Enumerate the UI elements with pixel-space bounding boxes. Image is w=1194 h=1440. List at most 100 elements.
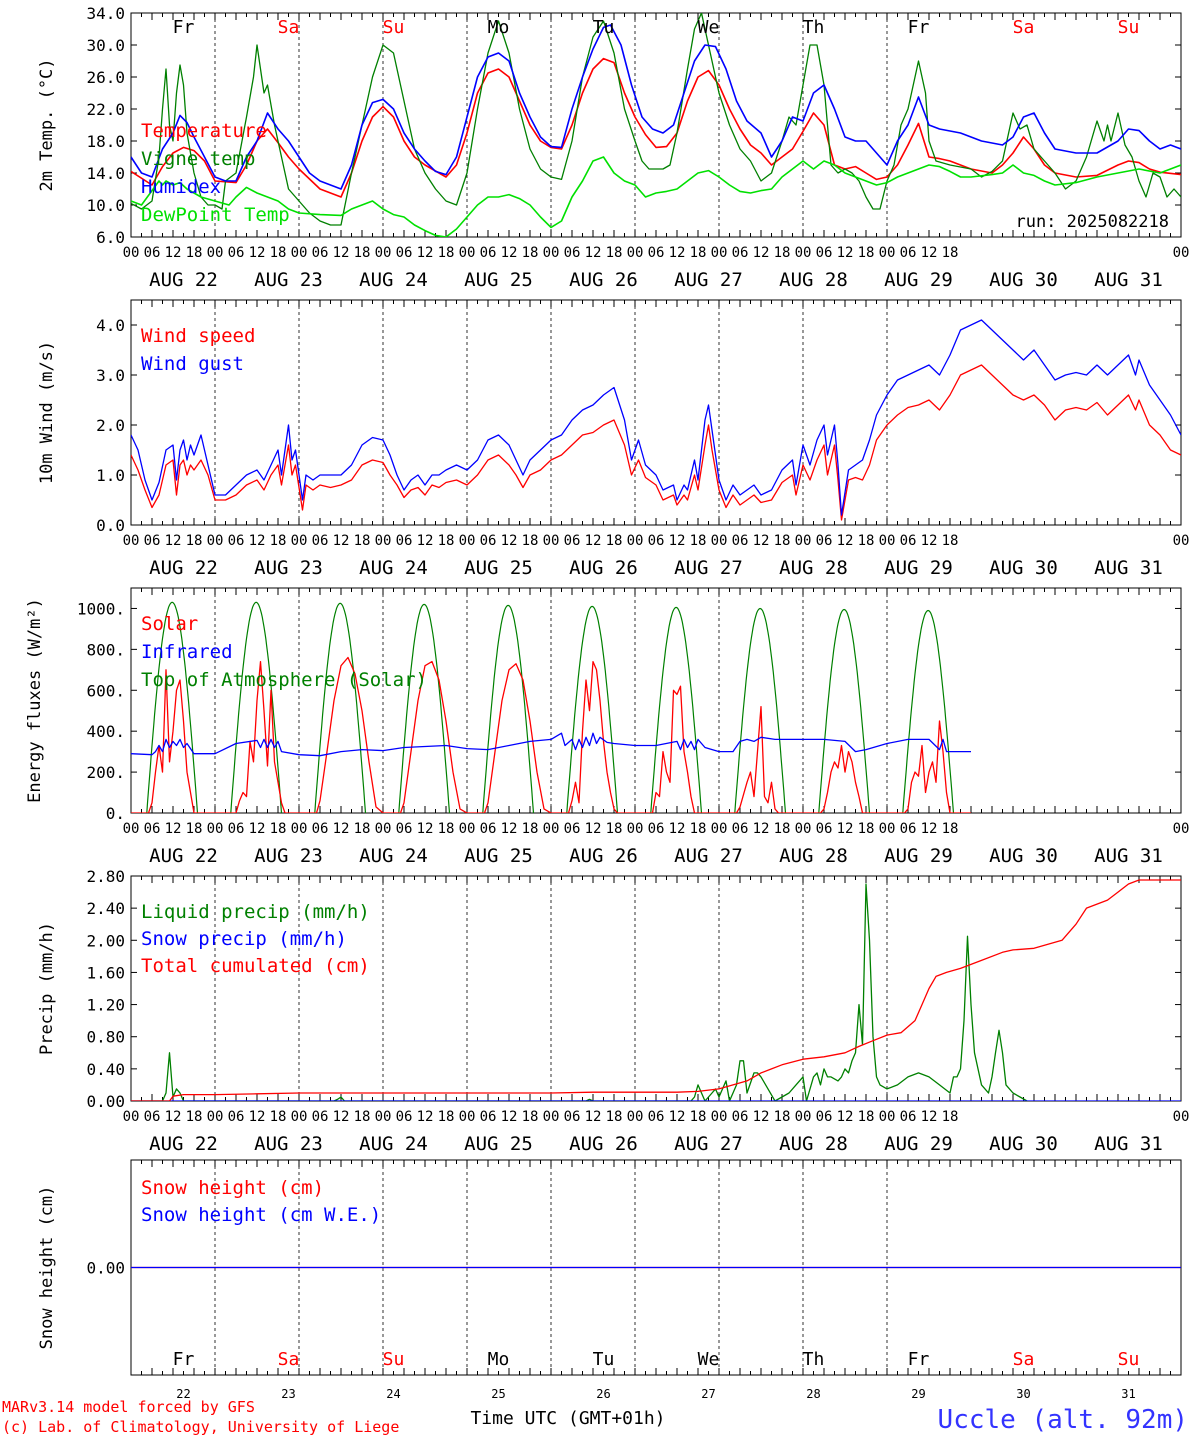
x-hour-label: 00 [375, 533, 392, 549]
x-hour-label: 18 [690, 1109, 707, 1125]
x-hour-label: 00 [1173, 1109, 1190, 1125]
x-hour-label: 00 [207, 1109, 224, 1125]
x-hour-label: 00 [207, 533, 224, 549]
y-tick-label: 0.40 [86, 1060, 125, 1079]
weekday-label: Fr [908, 1349, 930, 1370]
x-hour-label: 00 [123, 1109, 140, 1125]
x-hour-label: 00 [1173, 245, 1190, 261]
toa-solar-line [482, 604, 535, 813]
precip-panel: 0.00 0.40 0.80 1.20 1.60 2.00 2.40 2.80 Precip (… [37, 867, 1189, 1155]
toa-solar-line [566, 605, 619, 813]
x-hour-label: 18 [186, 533, 203, 549]
x-hour-label: 12 [333, 1109, 350, 1125]
x-hour-label: 18 [438, 245, 455, 261]
weekday-label: Fr [908, 17, 930, 38]
y-tick-label: 1.60 [86, 963, 125, 982]
x-hour-label: 06 [648, 1109, 665, 1125]
x-hour-label: 06 [144, 245, 161, 261]
legend-label: Snow precip (mm/h) [141, 928, 347, 950]
x-hour-label: 12 [333, 821, 350, 837]
x-hour-label: 06 [396, 821, 413, 837]
x-hour-label: 12 [753, 821, 770, 837]
x-date-label: AUG 30 [989, 269, 1058, 291]
x-hour-label: 06 [396, 245, 413, 261]
x-hour-label: 06 [732, 1109, 749, 1125]
y-tick-label: 1.20 [86, 996, 125, 1015]
x-hour-label: 00 [375, 245, 392, 261]
x-date-label: AUG 23 [254, 269, 323, 291]
y-tick-label: 200. [86, 763, 125, 782]
x-hour-label: 00 [291, 533, 308, 549]
y-tick-label: 2.0 [96, 416, 125, 435]
station-name: Uccle (alt. 92m) [938, 1405, 1188, 1435]
x-hour-label: 18 [942, 821, 959, 837]
weekday-label: Mo [488, 17, 510, 38]
x-hour-label: 06 [312, 821, 329, 837]
x-hour-label: 12 [753, 533, 770, 549]
legend-label: Temperature [141, 120, 267, 142]
x-hour-label: 00 [375, 821, 392, 837]
x-date-label: AUG 22 [149, 557, 218, 579]
y-tick-label: 18.0 [86, 132, 125, 151]
weekday-label: Th [803, 1349, 825, 1370]
x-date-label: AUG 24 [359, 269, 428, 291]
x-date-label: AUG 31 [1094, 557, 1163, 579]
series-line-wind-gust [131, 319, 1181, 516]
snow-y-axis-label: Snow height (cm) [37, 1186, 57, 1350]
x-date-label: AUG 22 [149, 845, 218, 867]
x-hour-label: 06 [396, 533, 413, 549]
x-hour-label: 12 [837, 1109, 854, 1125]
weekday-label: Sa [1013, 17, 1035, 38]
x-hour-label: 00 [711, 533, 728, 549]
x-hour-label: 06 [732, 821, 749, 837]
x-date-label: AUG 25 [464, 557, 533, 579]
x-hour-label: 06 [228, 245, 245, 261]
x-date-label: AUG 25 [464, 845, 533, 867]
x-hour-label: 00 [291, 1109, 308, 1125]
x-hour-label: 18 [438, 821, 455, 837]
x-hour-label: 12 [249, 821, 266, 837]
x-hour-label: 18 [690, 821, 707, 837]
legend-label: Vigne temp [141, 148, 255, 170]
x-hour-label: 06 [564, 245, 581, 261]
series-line-total-cumulated-cm- [131, 879, 1181, 1101]
x-hour-label: 00 [207, 821, 224, 837]
day-number-label: 25 [491, 1387, 505, 1401]
x-hour-label: 18 [186, 245, 203, 261]
weekday-label: We [698, 17, 720, 38]
x-hour-label: 18 [858, 1109, 875, 1125]
x-hour-label: 00 [627, 1109, 644, 1125]
x-hour-label: 06 [228, 1109, 245, 1125]
lab-credit-line: (c) Lab. of Climatology, University of L… [2, 1418, 399, 1436]
x-hour-label: 12 [921, 533, 938, 549]
y-tick-label: 10.0 [86, 196, 125, 215]
x-date-label: AUG 29 [884, 1133, 953, 1155]
x-hour-label: 00 [543, 1109, 560, 1125]
y-tick-label: 30.0 [86, 36, 125, 55]
y-tick-label: 2.80 [86, 867, 125, 886]
x-hour-label: 18 [774, 245, 791, 261]
x-hour-label: 12 [585, 245, 602, 261]
legend-label: Snow height (cm) [141, 1177, 324, 1199]
toa-solar-line [902, 609, 955, 813]
series-line-dewpoint-temp [131, 156, 1181, 237]
weekday-label: Su [383, 1349, 405, 1370]
x-hour-label: 06 [144, 533, 161, 549]
x-hour-label: 18 [522, 821, 539, 837]
x-hour-label: 00 [1173, 821, 1190, 837]
x-hour-label: 12 [837, 245, 854, 261]
x-hour-label: 00 [459, 821, 476, 837]
x-hour-label: 18 [858, 821, 875, 837]
x-date-label: AUG 22 [149, 269, 218, 291]
y-tick-label: 1000. [77, 599, 125, 618]
x-hour-label: 00 [291, 821, 308, 837]
precip-plot-area [131, 879, 1181, 1101]
x-hour-label: 12 [249, 1109, 266, 1125]
legend-label: Liquid precip (mm/h) [141, 901, 370, 923]
x-hour-label: 00 [795, 1109, 812, 1125]
x-hour-label: 06 [900, 821, 917, 837]
x-hour-label: 18 [606, 245, 623, 261]
x-date-label: AUG 31 [1094, 269, 1163, 291]
x-date-label: AUG 27 [674, 1133, 743, 1155]
wind-plot-area [131, 319, 1181, 521]
